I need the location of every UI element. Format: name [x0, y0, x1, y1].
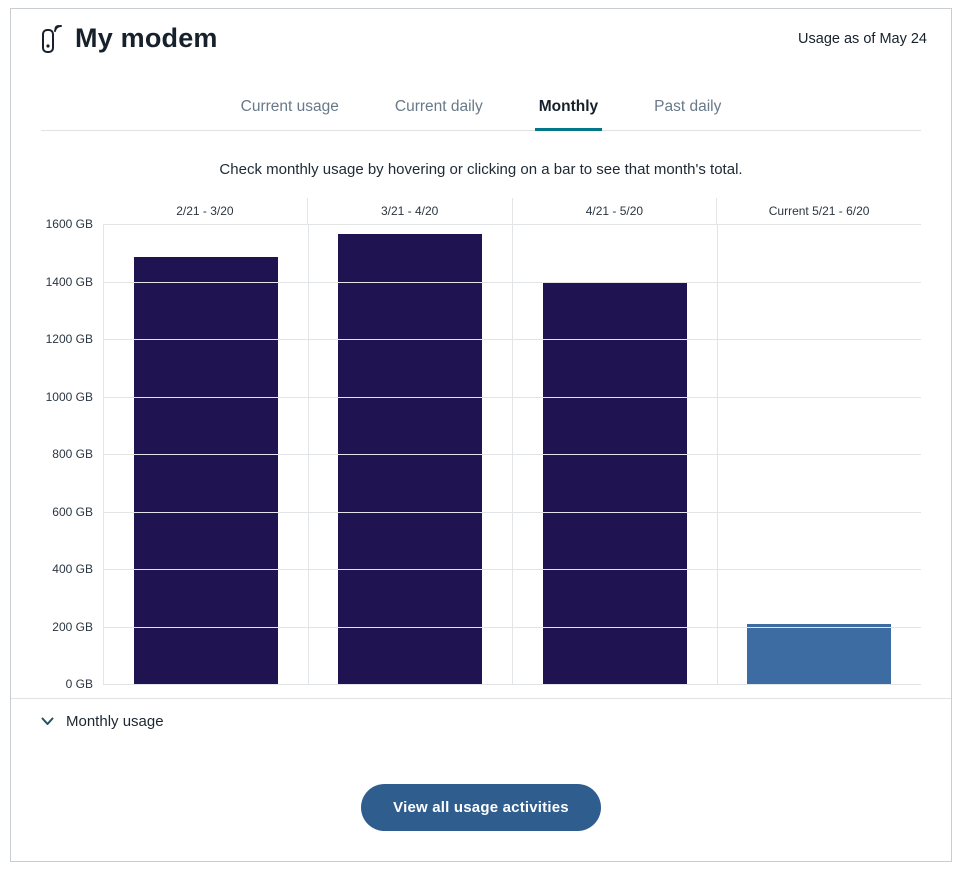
y-axis-tick-label: 1400 GB: [45, 274, 93, 289]
monthly-usage-chart: 2/21 - 3/20 3/21 - 4/20 4/21 - 5/20 Current…: [41, 198, 921, 691]
view-all-usage-button[interactable]: View all usage activities: [361, 784, 601, 831]
y-axis-tick-label: 400 GB: [52, 562, 93, 576]
header: My modem Usage as of May 24: [11, 9, 951, 66]
y-axis-tick-label: 800 GB: [52, 447, 93, 461]
usage-as-of-label: Usage as of May 24: [798, 30, 927, 47]
tab-bar: Current usage Current daily Monthly Past…: [41, 90, 921, 131]
monthly-usage-label: Monthly usage: [66, 713, 164, 730]
button-row: View all usage activities: [11, 784, 951, 831]
usage-bar[interactable]: [542, 281, 687, 684]
gridline: [103, 454, 921, 455]
tab-monthly[interactable]: Monthly: [534, 90, 603, 131]
gridline: [103, 511, 921, 513]
y-axis-tick-label: 600 GB: [52, 504, 93, 519]
modem-icon: [42, 24, 62, 53]
monthly-usage-toggle[interactable]: Monthly usage: [11, 699, 951, 742]
tab-past-daily[interactable]: Past daily: [654, 98, 722, 115]
column-label: 3/21 - 4/20: [306, 198, 512, 224]
column-label: Current 5/21 - 6/20: [716, 198, 921, 224]
usage-bar[interactable]: [338, 234, 483, 684]
page-title: My modem: [75, 23, 218, 53]
tab-current-daily[interactable]: Current daily: [394, 98, 483, 115]
y-axis-tick-label: 1600 GB: [45, 217, 93, 231]
column-label: 2/21 - 3/20: [176, 204, 234, 218]
tab-current-usage[interactable]: Current usage: [240, 98, 339, 115]
usage-bar[interactable]: [133, 257, 278, 684]
gridline: [103, 396, 921, 398]
gridline: [103, 224, 921, 225]
chart-instruction: Check monthly usage by hovering or click…: [219, 161, 743, 178]
y-axis-tick-label: 200 GB: [52, 619, 93, 634]
chart-y-axis: 1600 GB 1400 GB 1200 GB 1000 GB 800 GB 600 GB…: [41, 217, 103, 691]
column-label: 4/21 - 5/20: [511, 198, 717, 224]
gridline: [103, 626, 921, 628]
y-axis-tick-label: 0 GB: [65, 677, 93, 691]
chart-column: [307, 224, 513, 684]
my-modem-panel: My modem Usage as of May 24 Current usag…: [10, 8, 952, 862]
gridline: [103, 684, 921, 685]
gridline: [103, 569, 921, 570]
y-axis-tick-label: 1200 GB: [45, 332, 93, 346]
footer-divider: [11, 698, 951, 699]
chart-plot-row: 1600 GB 1400 GB 1200 GB 1000 GB 800 GB 600 GB…: [41, 217, 921, 691]
chevron-down-icon: [41, 717, 54, 725]
gridline: [103, 339, 921, 340]
chart-plot: [103, 224, 921, 685]
chart-column-labels: 2/21 - 3/20 3/21 - 4/20 4/21 - 5/20 Current…: [103, 198, 921, 224]
usage-bar[interactable]: [747, 623, 892, 684]
y-axis-tick-label: 1000 GB: [45, 389, 93, 404]
gridline: [103, 281, 921, 283]
chart-column: [103, 224, 308, 684]
chart-column: [512, 224, 717, 684]
